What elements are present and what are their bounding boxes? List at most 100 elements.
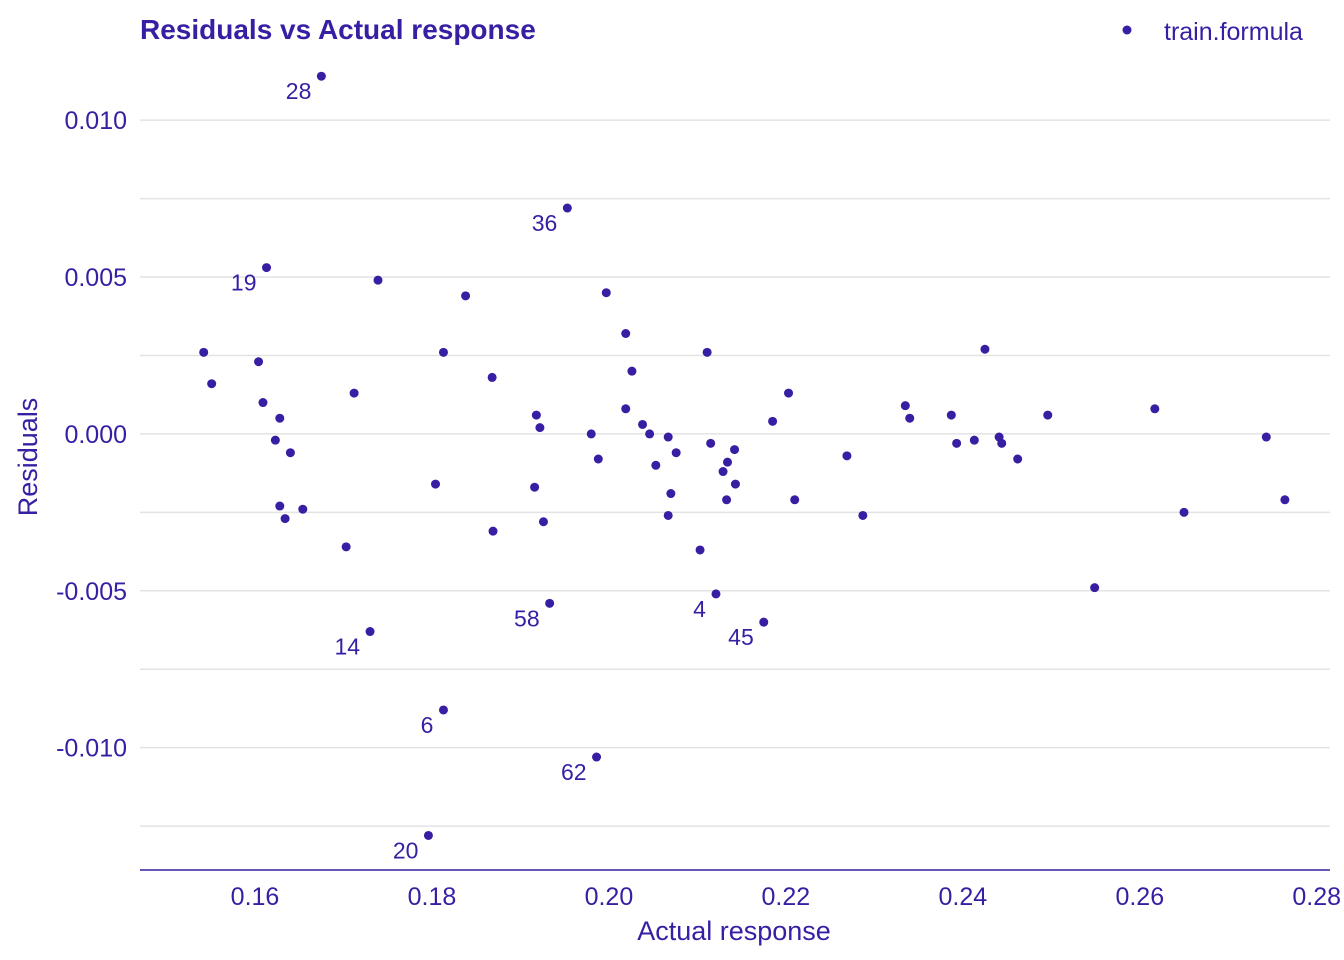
data-point bbox=[341, 542, 351, 552]
data-point bbox=[438, 705, 448, 715]
data-point bbox=[759, 617, 769, 627]
data-point bbox=[535, 423, 545, 433]
data-point bbox=[1043, 410, 1053, 420]
data-point bbox=[790, 495, 800, 505]
data-point bbox=[1090, 583, 1100, 593]
x-tick-label: 0.22 bbox=[762, 883, 811, 911]
point-label: 28 bbox=[286, 78, 312, 104]
chart-title: Residuals vs Actual response bbox=[140, 14, 536, 45]
data-point bbox=[997, 438, 1007, 448]
data-point bbox=[1280, 495, 1290, 505]
data-point bbox=[593, 454, 603, 464]
data-point bbox=[645, 429, 655, 439]
data-point bbox=[718, 467, 728, 477]
legend-label: train.formula bbox=[1164, 18, 1303, 46]
x-tick-label: 0.18 bbox=[408, 883, 457, 911]
data-point bbox=[905, 413, 915, 423]
data-point bbox=[199, 347, 209, 357]
y-tick-label: 0.005 bbox=[64, 264, 127, 292]
point-label: 45 bbox=[728, 624, 754, 650]
point-label: 4 bbox=[693, 596, 706, 622]
gridlines bbox=[140, 119, 1330, 827]
data-point bbox=[946, 410, 956, 420]
data-point bbox=[1261, 432, 1271, 442]
y-tick-labels: 0.010 0.005 0.000 -0.005 -0.010 bbox=[56, 107, 127, 762]
x-tick-label: 0.24 bbox=[938, 883, 987, 911]
data-point bbox=[275, 413, 285, 423]
data-point bbox=[969, 435, 979, 445]
data-point bbox=[663, 432, 673, 442]
y-axis-label: Residuals bbox=[13, 398, 43, 517]
point-label: 58 bbox=[514, 605, 540, 631]
data-point bbox=[671, 448, 681, 458]
data-point bbox=[621, 329, 631, 339]
data-point bbox=[722, 457, 732, 467]
data-point bbox=[730, 445, 740, 455]
legend-marker bbox=[1122, 25, 1132, 35]
data-point bbox=[706, 438, 716, 448]
data-point bbox=[702, 347, 712, 357]
y-tick-label: 0.000 bbox=[64, 421, 127, 449]
data-point bbox=[365, 627, 375, 637]
data-point bbox=[952, 438, 962, 448]
x-tick-label: 0.26 bbox=[1115, 883, 1164, 911]
data-point bbox=[900, 401, 910, 411]
data-point bbox=[592, 752, 602, 762]
data-point bbox=[438, 347, 448, 357]
y-tick-label: -0.005 bbox=[56, 578, 127, 606]
data-point bbox=[562, 203, 572, 213]
data-point bbox=[601, 288, 611, 298]
data-point bbox=[298, 504, 308, 514]
point-label: 62 bbox=[561, 759, 587, 785]
data-point bbox=[316, 71, 326, 81]
data-point bbox=[768, 416, 778, 426]
data-point bbox=[487, 372, 497, 382]
data-point bbox=[373, 275, 383, 285]
data-point bbox=[275, 501, 285, 511]
data-point bbox=[842, 451, 852, 461]
point-label: 14 bbox=[334, 634, 360, 660]
data-point bbox=[262, 263, 272, 273]
data-point bbox=[651, 460, 661, 470]
data-point bbox=[258, 398, 268, 408]
legend: train.formula bbox=[1122, 18, 1303, 46]
point-label: 20 bbox=[393, 837, 419, 863]
x-tick-label: 0.20 bbox=[585, 883, 634, 911]
data-point bbox=[722, 495, 732, 505]
data-point bbox=[270, 435, 280, 445]
data-point bbox=[1150, 404, 1160, 414]
data-point bbox=[1179, 507, 1189, 517]
data-point bbox=[638, 419, 648, 429]
point-labels: 28 36 19 4 58 45 14 6 62 20 bbox=[231, 78, 754, 863]
data-point bbox=[858, 510, 868, 520]
data-point bbox=[627, 366, 637, 376]
data-point bbox=[730, 479, 740, 489]
data-point bbox=[285, 448, 295, 458]
data-point bbox=[349, 388, 359, 398]
data-point bbox=[663, 510, 673, 520]
data-point bbox=[711, 589, 721, 599]
data-point bbox=[530, 482, 540, 492]
data-point bbox=[207, 379, 217, 389]
data-point bbox=[431, 479, 441, 489]
data-point bbox=[461, 291, 471, 301]
y-tick-label: 0.010 bbox=[64, 107, 127, 135]
data-point bbox=[254, 357, 264, 367]
data-point bbox=[531, 410, 541, 420]
data-point bbox=[586, 429, 596, 439]
data-point bbox=[280, 514, 290, 524]
point-label: 6 bbox=[421, 712, 434, 738]
data-point bbox=[488, 526, 498, 536]
point-label: 36 bbox=[532, 210, 558, 236]
data-points bbox=[199, 71, 1290, 840]
x-tick-label: 0.16 bbox=[231, 883, 280, 911]
x-axis-label: Actual response bbox=[637, 916, 831, 946]
data-point bbox=[695, 545, 705, 555]
data-point bbox=[621, 404, 631, 414]
data-point bbox=[980, 344, 990, 354]
data-point bbox=[423, 830, 433, 840]
data-point bbox=[784, 388, 794, 398]
data-point bbox=[666, 489, 676, 499]
data-point bbox=[538, 517, 548, 527]
